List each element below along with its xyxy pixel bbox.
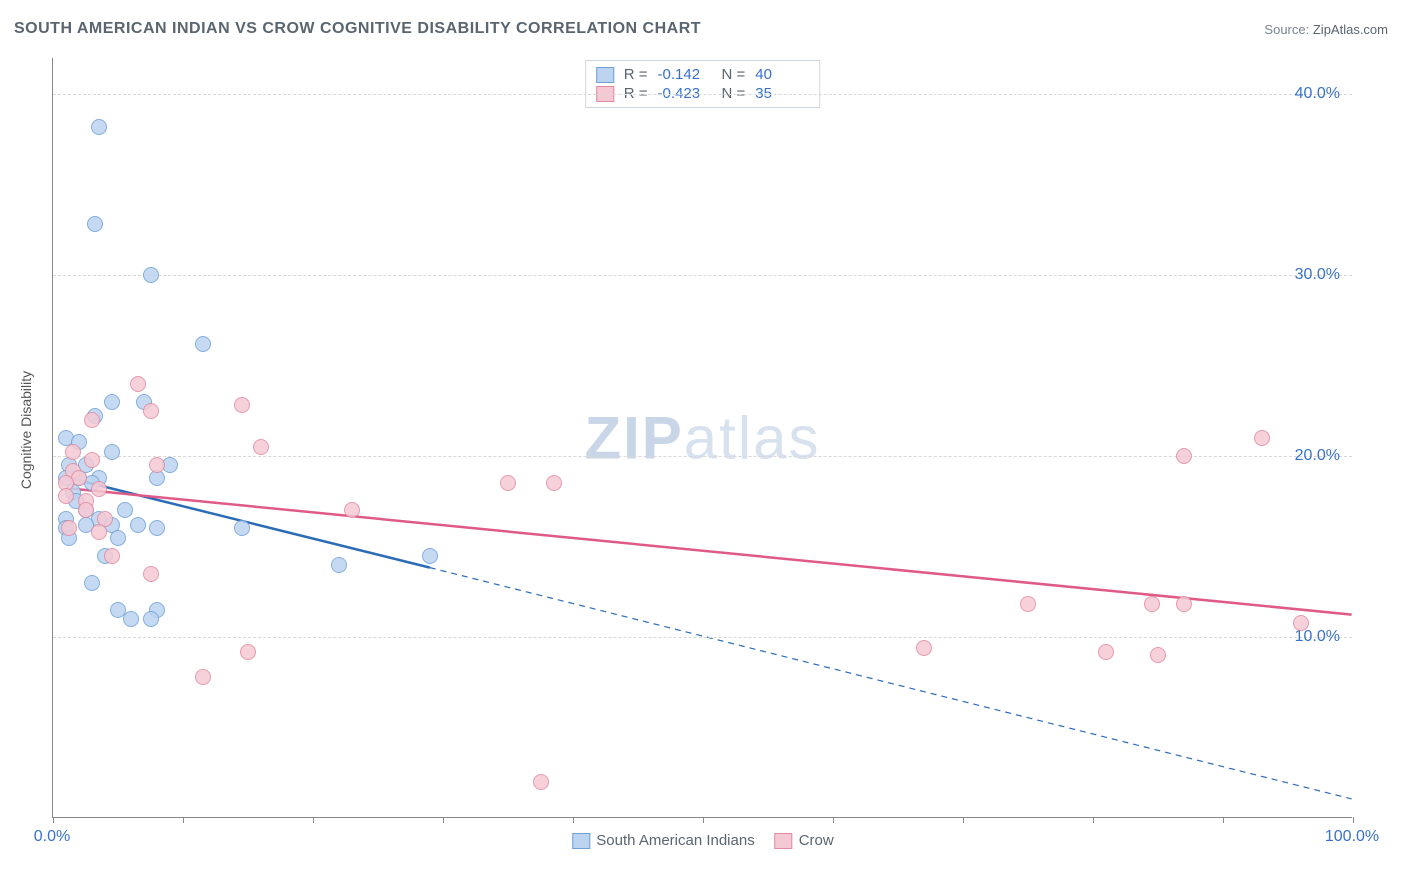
stats-box: R =-0.142N =40R =-0.423N =35 [585, 60, 821, 108]
scatter-point-crow [65, 444, 81, 460]
scatter-point-crow [1150, 647, 1166, 663]
scatter-point-crow [1020, 596, 1036, 612]
x-tick [573, 817, 574, 823]
gridline [53, 275, 1352, 276]
trend-line-sai [66, 477, 430, 567]
scatter-point-crow [500, 475, 516, 491]
y-tick-label: 10.0% [1295, 628, 1340, 646]
scatter-point-sai [143, 611, 159, 627]
stats-row-sai: R = -0.142 N = 40 [596, 65, 810, 84]
scatter-point-crow [253, 439, 269, 455]
scatter-point-crow [61, 520, 77, 536]
x-tick [53, 817, 54, 823]
stats-r-value: -0.142 [658, 66, 712, 83]
scatter-point-crow [78, 502, 94, 518]
x-tick [443, 817, 444, 823]
scatter-point-crow [84, 452, 100, 468]
source-link[interactable]: ZipAtlas.com [1313, 22, 1388, 37]
x-tick [833, 817, 834, 823]
gridline [53, 456, 1352, 457]
stats-r-label: R = [624, 66, 648, 83]
trend-line-dashed-sai [430, 568, 1352, 799]
scatter-point-sai [234, 520, 250, 536]
source-label: Source: [1264, 22, 1309, 37]
legend-label-crow: Crow [799, 832, 834, 849]
scatter-point-crow [1176, 448, 1192, 464]
stats-n-value: 40 [755, 66, 809, 83]
legend-item-sai: South American Indians [572, 832, 754, 849]
scatter-point-crow [1144, 596, 1160, 612]
legend-label-sai: South American Indians [596, 832, 754, 849]
scatter-point-crow [58, 488, 74, 504]
scatter-point-sai [84, 575, 100, 591]
x-tick [1223, 817, 1224, 823]
legend-item-crow: Crow [775, 832, 834, 849]
scatter-point-sai [130, 517, 146, 533]
x-tick-label: 0.0% [34, 828, 70, 846]
x-tick [1353, 817, 1354, 823]
watermark-light: atlas [684, 404, 821, 471]
scatter-point-crow [149, 457, 165, 473]
x-tick [183, 817, 184, 823]
gridline [53, 94, 1352, 95]
gridline [53, 637, 1352, 638]
scatter-point-sai [331, 557, 347, 573]
scatter-point-sai [110, 530, 126, 546]
scatter-point-crow [91, 524, 107, 540]
scatter-point-crow [1176, 596, 1192, 612]
scatter-point-sai [117, 502, 133, 518]
scatter-point-crow [344, 502, 360, 518]
scatter-point-crow [104, 548, 120, 564]
chart-container: SOUTH AMERICAN INDIAN VS CROW COGNITIVE … [0, 0, 1406, 892]
scatter-plot: ZIPatlas R =-0.142N =40R =-0.423N =35 10… [52, 58, 1352, 818]
scatter-point-crow [130, 376, 146, 392]
scatter-point-crow [1293, 615, 1309, 631]
watermark-bold: ZIP [584, 404, 683, 471]
scatter-point-crow [240, 644, 256, 660]
chart-title: SOUTH AMERICAN INDIAN VS CROW COGNITIVE … [14, 20, 701, 38]
chart-source: Source: ZipAtlas.com [1264, 22, 1388, 37]
scatter-point-sai [104, 394, 120, 410]
scatter-point-crow [91, 481, 107, 497]
scatter-point-crow [1254, 430, 1270, 446]
scatter-point-sai [422, 548, 438, 564]
scatter-point-crow [143, 566, 159, 582]
scatter-point-crow [143, 403, 159, 419]
legend-swatch-crow [775, 833, 793, 849]
x-tick [703, 817, 704, 823]
scatter-point-crow [546, 475, 562, 491]
x-tick [313, 817, 314, 823]
scatter-point-sai [104, 444, 120, 460]
x-tick-label: 100.0% [1325, 828, 1379, 846]
y-tick-label: 30.0% [1295, 266, 1340, 284]
scatter-point-sai [91, 119, 107, 135]
stats-n-label: N = [722, 66, 746, 83]
watermark: ZIPatlas [584, 403, 820, 472]
trend-line-crow [66, 488, 1351, 615]
y-tick-label: 40.0% [1295, 85, 1340, 103]
scatter-point-sai [123, 611, 139, 627]
scatter-point-crow [84, 412, 100, 428]
scatter-point-crow [234, 397, 250, 413]
y-axis-label: Cognitive Disability [18, 371, 34, 489]
swatch-sai [596, 67, 614, 83]
legend-swatch-sai [572, 833, 590, 849]
scatter-point-sai [149, 520, 165, 536]
scatter-point-sai [87, 216, 103, 232]
trend-lines [53, 58, 1352, 817]
scatter-point-crow [533, 774, 549, 790]
scatter-point-crow [916, 640, 932, 656]
scatter-point-sai [195, 336, 211, 352]
scatter-point-crow [195, 669, 211, 685]
legend: South American Indians Crow [572, 832, 833, 849]
x-tick [963, 817, 964, 823]
scatter-point-sai [143, 267, 159, 283]
x-tick [1093, 817, 1094, 823]
scatter-point-crow [1098, 644, 1114, 660]
y-tick-label: 20.0% [1295, 447, 1340, 465]
